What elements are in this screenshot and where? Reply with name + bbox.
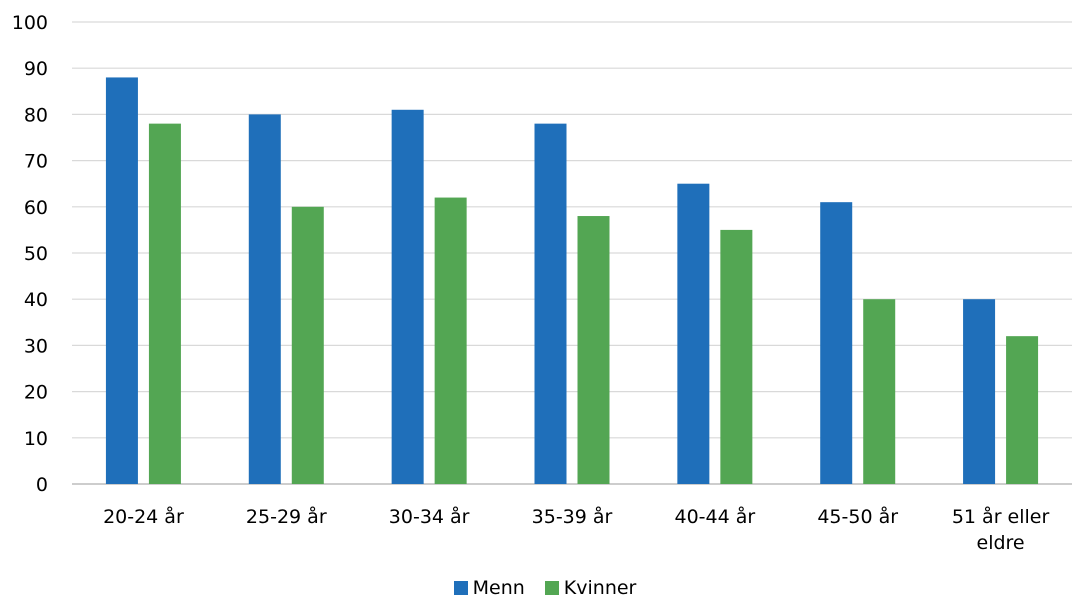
bar-kvinner-6 bbox=[1006, 336, 1039, 484]
bar-menn-5 bbox=[820, 202, 853, 484]
y-tick-label: 20 bbox=[24, 382, 48, 404]
x-tick-label: 25-29 år bbox=[246, 505, 327, 528]
y-tick-label: 30 bbox=[24, 335, 48, 357]
y-tick-label: 40 bbox=[24, 289, 48, 311]
legend-swatch-menn bbox=[453, 581, 468, 595]
bar-menn-4 bbox=[677, 183, 710, 484]
bar-kvinner-0 bbox=[148, 123, 181, 484]
y-tick-label: 90 bbox=[24, 58, 48, 80]
bar-kvinner-1 bbox=[291, 206, 324, 485]
x-tick-label: 40-44 år bbox=[674, 505, 755, 528]
y-tick-label: 80 bbox=[24, 104, 48, 126]
bar-chart: 0 10 20 30 40 50 60 70 80 90 100 20-24 år 25-29 år 30… bbox=[12, 12, 1072, 554]
bar-kvinner-3 bbox=[577, 216, 610, 485]
bar-menn-6 bbox=[963, 299, 996, 484]
x-tick-label: 30-34 år bbox=[389, 505, 470, 528]
bar-menn-2 bbox=[391, 109, 424, 484]
y-tick-label: 0 bbox=[36, 474, 48, 496]
x-tick-label: 51 år eller eldre bbox=[952, 505, 1050, 554]
y-tick-label: 100 bbox=[12, 12, 48, 34]
x-tick-label: 45-50 år bbox=[817, 505, 898, 528]
y-tick-label: 10 bbox=[24, 428, 48, 450]
legend-item-menn: Menn bbox=[453, 577, 525, 599]
y-tick-label: 50 bbox=[24, 243, 48, 265]
y-tick-label: 60 bbox=[24, 197, 48, 219]
x-tick-label: 35-39 år bbox=[532, 505, 613, 528]
bar-kvinner-4 bbox=[720, 229, 753, 484]
bar-menn-3 bbox=[534, 123, 567, 484]
legend-item-kvinner: Kvinner bbox=[544, 577, 637, 599]
legend: Menn Kvinner bbox=[0, 577, 1090, 599]
legend-label-kvinner: Kvinner bbox=[563, 577, 637, 599]
legend-swatch-kvinner bbox=[544, 581, 559, 595]
bar-menn-1 bbox=[248, 114, 281, 485]
bar-kvinner-2 bbox=[434, 197, 467, 484]
bar-menn-0 bbox=[105, 77, 138, 484]
legend-label-menn: Menn bbox=[472, 577, 525, 599]
y-tick-label: 70 bbox=[24, 151, 48, 173]
bar-kvinner-5 bbox=[863, 299, 896, 484]
x-tick-label: 20-24 år bbox=[103, 505, 184, 528]
